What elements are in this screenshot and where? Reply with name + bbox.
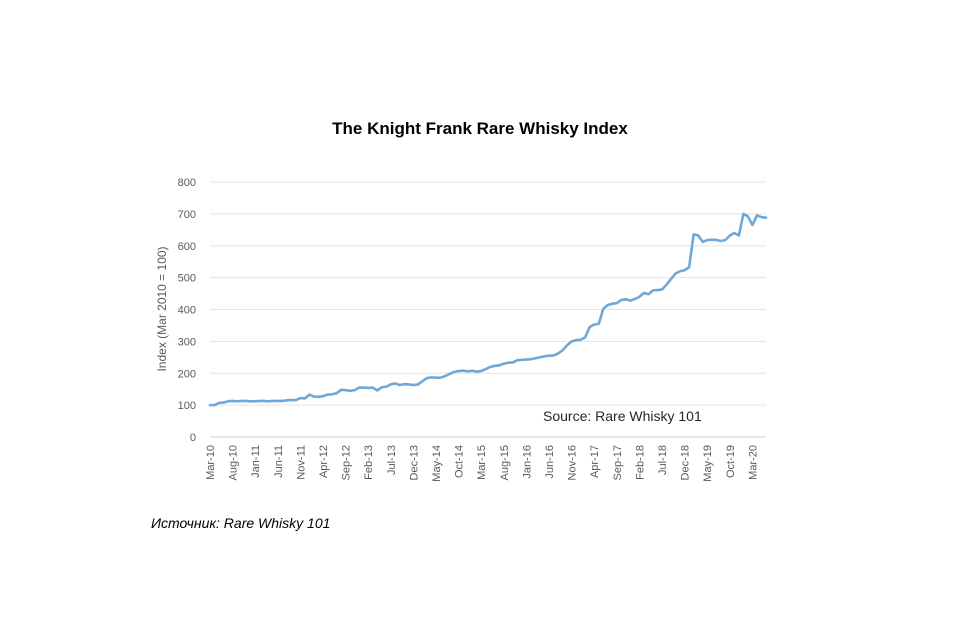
x-tick-label: Sep-17 [612, 445, 624, 480]
x-tick-label: Dec-13 [408, 445, 420, 480]
x-tick-label: Jan-11 [250, 445, 262, 478]
y-tick-label: 500 [178, 273, 196, 285]
y-tick-label: 600 [178, 241, 196, 253]
y-tick-label: 800 [178, 177, 196, 189]
series-layer [208, 212, 768, 407]
y-tick-label: 200 [178, 368, 196, 380]
footnote: Источник: Rare Whisky 101 [151, 515, 331, 531]
x-tick-label: Mar-20 [747, 445, 759, 480]
chart-title: The Knight Frank Rare Whisky Index [332, 119, 628, 138]
x-tick-label: Dec-18 [680, 445, 692, 480]
gridlines [210, 181, 766, 438]
x-tick-label: Oct-19 [725, 445, 737, 478]
y-axis-label: Index (Mar 2010 = 100) [155, 246, 169, 371]
x-tick-label: Aug-15 [499, 445, 511, 480]
series-line [208, 212, 768, 407]
y-tick-label: 0 [190, 432, 196, 444]
x-tick-label: Jul-18 [657, 445, 669, 475]
y-tick-label: 300 [178, 336, 196, 348]
x-tick-label: May-19 [702, 445, 714, 482]
x-tick-label: Sep-12 [341, 445, 353, 480]
y-tick-label: 400 [178, 305, 196, 317]
x-tick-label: Apr-17 [589, 445, 601, 478]
x-tick-label: Oct-14 [454, 445, 466, 478]
y-tick-labels: 0 100 200 300 400 500 600 700 800 [178, 177, 196, 444]
x-tick-label: Feb-18 [634, 445, 646, 480]
source-annotation: Source: Rare Whisky 101 [543, 408, 702, 424]
x-tick-label: Nov-16 [567, 445, 579, 480]
x-tick-labels: Mar-10 Aug-10 Jan-11 Jun-11 Nov-11 Apr-12 Sep-… [205, 445, 759, 482]
x-tick-label: Mar-15 [476, 445, 488, 480]
x-tick-label: Jun-11 [273, 445, 285, 478]
x-tick-label: Jul-13 [386, 445, 398, 475]
x-tick-label: Jan-16 [521, 445, 533, 479]
x-tick-label: Feb-13 [363, 445, 375, 480]
x-tick-label: Aug-10 [228, 445, 240, 480]
x-tick-label: Jun-16 [544, 445, 556, 479]
x-tick-label: May-14 [431, 445, 443, 482]
x-tick-label: Apr-12 [318, 445, 330, 478]
y-tick-label: 100 [178, 400, 196, 412]
y-tick-label: 700 [178, 209, 196, 221]
x-tick-label: Mar-10 [205, 445, 217, 480]
x-tick-label: Nov-11 [295, 445, 307, 480]
